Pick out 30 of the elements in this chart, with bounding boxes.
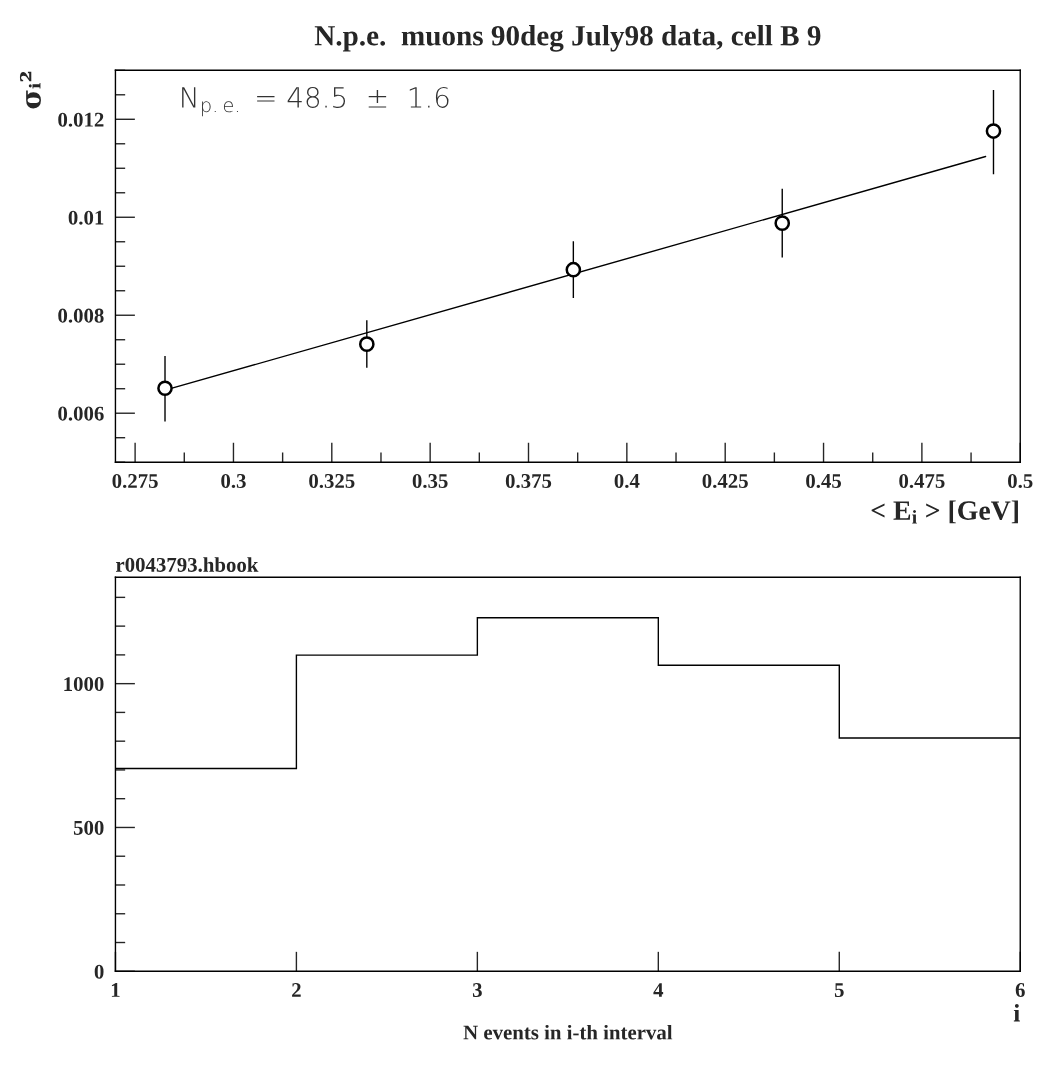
- x-axis-title: i: [1013, 1004, 1020, 1022]
- y-tick-label: 0.01: [68, 210, 104, 225]
- x-tick-label: 2: [292, 983, 301, 997]
- y-tick-label: 0.012: [58, 112, 104, 127]
- x-tick-label: 1: [111, 983, 120, 997]
- y-tick-label: 0.006: [58, 406, 104, 421]
- x-tick-label: 0.375: [505, 473, 552, 489]
- x-tick-label: 0.4: [614, 473, 640, 489]
- annotation: N$_{p.e.}$ = 48.5 ± 1.6: [182, 86, 449, 117]
- x-tick-label: 5: [834, 983, 844, 998]
- x-tick-label: 0.325: [309, 473, 355, 489]
- x-tick-label: 0.475: [899, 473, 945, 489]
- x-axis-title: < E$_{i}$ > [GeV]: [871, 500, 1018, 524]
- y-tick-label: 1000: [64, 677, 104, 692]
- x-tick-label: 3: [472, 983, 482, 998]
- x-tick-label: 0.3: [221, 473, 246, 489]
- x-tick-label: 6: [1015, 983, 1025, 998]
- x-tick-label: 0.45: [806, 473, 842, 489]
- text: N events in i-th interval: [463, 1024, 673, 1040]
- chart-title: N.p.e. muons 90deg July98 data, cell B 9: [314, 25, 821, 52]
- x-tick-label: 0.35: [412, 473, 448, 489]
- chart-title: r0043793.hbook: [116, 557, 259, 572]
- y-tick-label: 0: [94, 964, 104, 979]
- x-tick-label: 0.425: [702, 473, 748, 489]
- x-tick-label: 4: [653, 983, 664, 997]
- y-tick-label: 0.008: [58, 308, 104, 323]
- y-axis-title: σᵢ²: [19, 71, 41, 109]
- y-tick-label: 500: [73, 820, 104, 835]
- x-tick-label: 0.275: [112, 473, 158, 489]
- x-tick-label: 0.5: [1008, 473, 1033, 489]
